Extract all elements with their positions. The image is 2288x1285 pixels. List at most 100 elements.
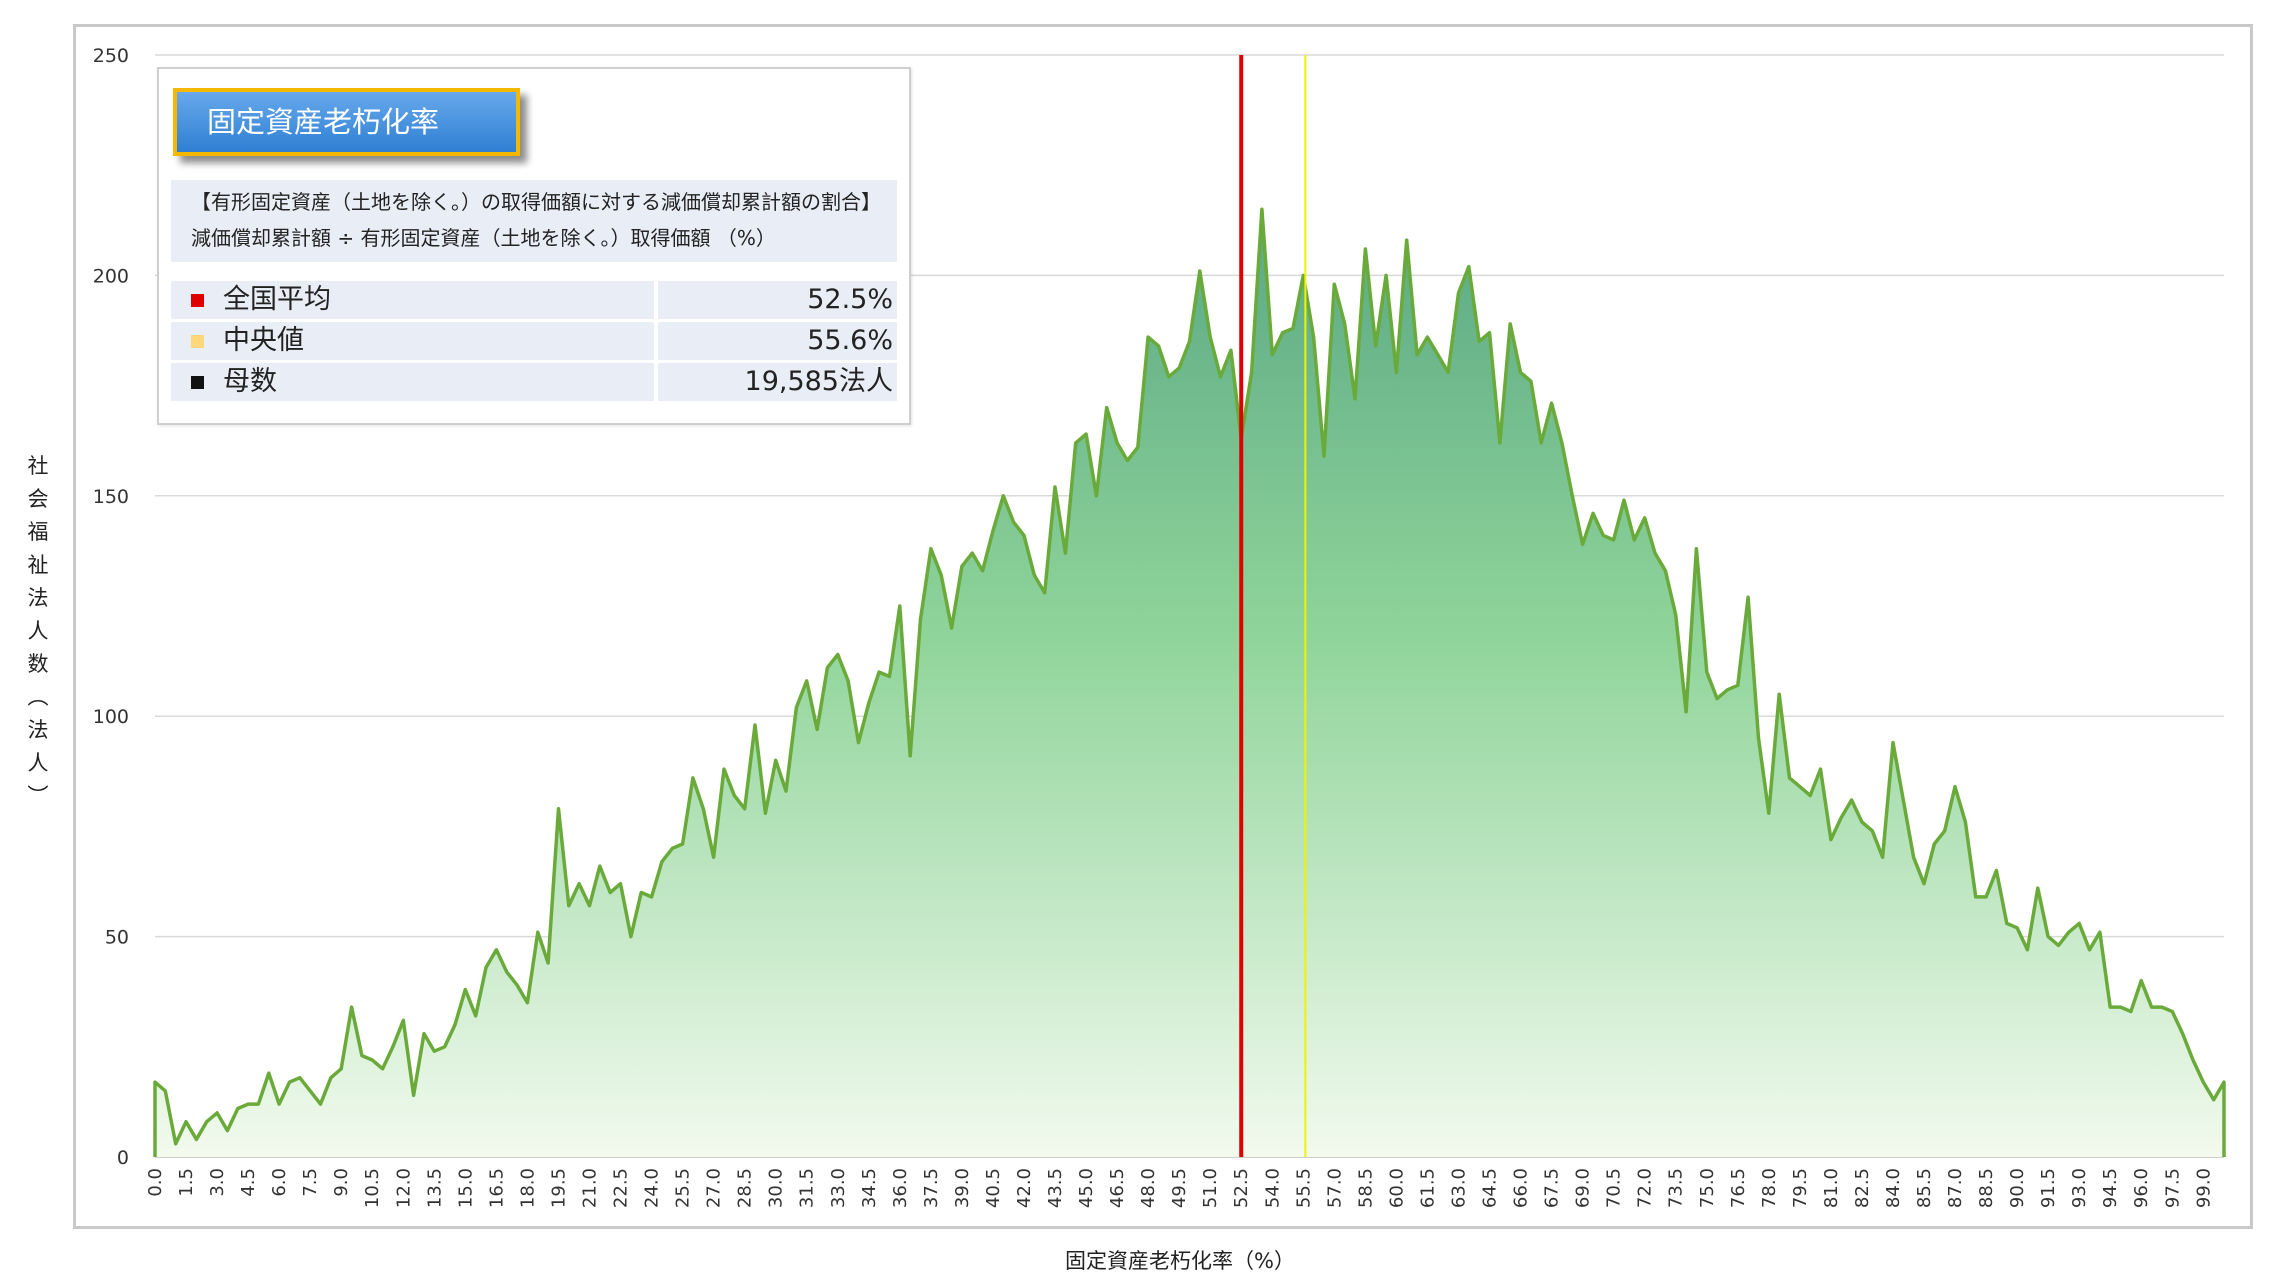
x-tick-label: 21.0 [579, 1168, 600, 1208]
x-tick-label: 93.0 [2069, 1168, 2090, 1208]
x-tick-label: 82.5 [1852, 1168, 1873, 1208]
stat-label: 中央値 [223, 325, 304, 356]
x-tick-label: 52.5 [1231, 1168, 1252, 1208]
y-tick-label: 150 [93, 486, 129, 508]
y-axis-title: 社会福祉法人数 ︵ 法人 ︶ [16, 450, 60, 813]
x-tick-label: 31.5 [797, 1168, 818, 1208]
y-axis-title-char: 福 [27, 520, 49, 544]
x-tick-label: 27.0 [704, 1168, 725, 1208]
x-tick-label: 0.0 [145, 1168, 166, 1197]
x-tick-label: 7.5 [300, 1168, 321, 1197]
median-legend-square [191, 335, 204, 348]
x-tick-label: 63.0 [1448, 1168, 1469, 1208]
y-axis-title-char: 数 [27, 652, 49, 676]
y-axis-title-char: 会 [27, 487, 49, 511]
stat-row-count: 母数 19,585法人 [171, 363, 897, 401]
info-box-title: 固定資産老朽化率 [173, 88, 520, 156]
series-line [153, 207, 2226, 1157]
stat-value: 52.5% [658, 281, 897, 319]
x-tick-label: 36.0 [890, 1168, 911, 1208]
x-tick-label: 24.0 [642, 1168, 663, 1208]
y-axis-title-char: 祉 [27, 553, 49, 577]
x-tick-label: 49.5 [1169, 1168, 1190, 1208]
x-tick-label: 94.5 [2100, 1168, 2121, 1208]
x-tick-label: 16.5 [486, 1168, 507, 1208]
x-tick-label: 51.0 [1200, 1168, 1221, 1208]
x-tick-label: 40.5 [983, 1168, 1004, 1208]
x-tick-label: 33.0 [828, 1168, 849, 1208]
x-tick-label: 15.0 [455, 1168, 476, 1208]
x-tick-label: 78.0 [1759, 1168, 1780, 1208]
x-tick-label: 58.5 [1355, 1168, 1376, 1208]
x-tick-label: 10.5 [362, 1168, 383, 1208]
x-tick-label: 18.0 [517, 1168, 538, 1208]
x-tick-label: 1.5 [176, 1168, 197, 1197]
x-tick-label: 6.0 [269, 1168, 290, 1197]
x-tick-label: 99.0 [2193, 1168, 2214, 1208]
x-tick-label: 28.5 [735, 1168, 756, 1208]
x-tick-label: 34.5 [859, 1168, 880, 1208]
x-tick-label: 64.5 [1480, 1168, 1501, 1208]
y-tick-label: 200 [93, 265, 129, 287]
x-tick-label: 25.5 [673, 1168, 694, 1208]
x-tick-label: 85.5 [1914, 1168, 1935, 1208]
x-tick-label: 60.0 [1386, 1168, 1407, 1208]
description-line-2: 減価償却累計額 ÷ 有形固定資産（土地を除く。）取得価額 （%） [191, 226, 776, 250]
x-tick-label: 87.0 [1945, 1168, 1966, 1208]
y-axis-title-char: 人 [27, 619, 49, 643]
x-tick-label: 73.5 [1666, 1168, 1687, 1208]
x-tick-label: 48.0 [1138, 1168, 1159, 1208]
count-legend-square [191, 376, 204, 389]
x-tick-label: 61.5 [1417, 1168, 1438, 1208]
x-tick-label: 90.0 [2007, 1168, 2028, 1208]
y-axis-title-char: ︵ [27, 685, 49, 709]
x-tick-label: 70.5 [1604, 1168, 1625, 1208]
chart-frame [73, 24, 2253, 1229]
y-tick-label: 50 [105, 927, 129, 949]
stat-value: 19,585法人 [658, 363, 897, 401]
x-tick-label: 30.0 [766, 1168, 787, 1208]
x-tick-label: 4.5 [238, 1168, 259, 1197]
stat-value: 55.6% [658, 322, 897, 360]
x-tick-label: 13.5 [424, 1168, 445, 1208]
info-box: 固定資産老朽化率 【有形固定資産（土地を除く。）の取得価額に対する減価償却累計額… [157, 67, 911, 425]
mean-legend-square [191, 294, 204, 307]
y-tick-label: 250 [93, 45, 129, 67]
stat-label: 母数 [223, 366, 277, 397]
x-tick-label: 43.5 [1045, 1168, 1066, 1208]
stat-label: 全国平均 [223, 284, 331, 315]
x-tick-label: 75.0 [1697, 1168, 1718, 1208]
x-tick-label: 88.5 [1976, 1168, 1997, 1208]
y-tick-label: 100 [93, 706, 129, 728]
y-axis-title-char: 人 [27, 751, 49, 775]
x-tick-label: 91.5 [2038, 1168, 2059, 1208]
info-box-description: 【有形固定資産（土地を除く。）の取得価額に対する減価償却累計額の割合】 減価償却… [171, 180, 897, 262]
x-tick-label: 69.0 [1573, 1168, 1594, 1208]
x-tick-label: 39.0 [952, 1168, 973, 1208]
x-tick-label: 96.0 [2131, 1168, 2152, 1208]
x-tick-label: 81.0 [1821, 1168, 1842, 1208]
description-line-1: 【有形固定資産（土地を除く。）の取得価額に対する減価償却累計額の割合】 [191, 190, 881, 214]
y-tick-label: 0 [117, 1147, 129, 1169]
area-fill [155, 209, 2224, 1158]
stat-row-median: 中央値 55.6% [171, 322, 897, 360]
x-tick-label: 54.0 [1262, 1168, 1283, 1208]
x-tick-label: 37.5 [921, 1168, 942, 1208]
x-tick-label: 76.5 [1728, 1168, 1749, 1208]
x-tick-label: 3.0 [207, 1168, 228, 1197]
stat-row-mean: 全国平均 52.5% [171, 281, 897, 319]
x-tick-label: 45.0 [1076, 1168, 1097, 1208]
x-tick-label: 12.0 [393, 1168, 414, 1208]
x-tick-label: 79.5 [1790, 1168, 1811, 1208]
x-tick-label: 67.5 [1542, 1168, 1563, 1208]
x-tick-label: 84.0 [1883, 1168, 1904, 1208]
x-tick-label: 97.5 [2162, 1168, 2183, 1208]
x-tick-label: 46.5 [1107, 1168, 1128, 1208]
x-tick-label: 57.0 [1324, 1168, 1345, 1208]
x-tick-label: 72.0 [1635, 1168, 1656, 1208]
y-axis-title-char: 法 [27, 586, 49, 610]
y-axis-title-char: 社 [27, 454, 49, 478]
x-axis-title: 固定資産老朽化率（%） [1065, 1249, 1295, 1273]
x-tick-label: 9.0 [331, 1168, 352, 1197]
